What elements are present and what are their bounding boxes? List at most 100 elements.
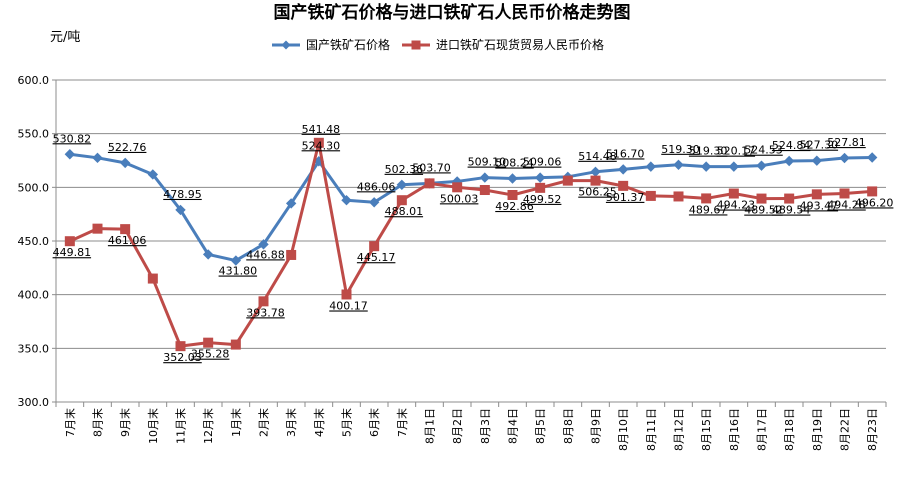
data-label: 494.28: [827, 198, 866, 211]
data-label: 506.25: [578, 186, 617, 199]
series-2-point: [64, 236, 75, 247]
data-label: 502.36: [385, 163, 424, 176]
data-label: 527.30: [800, 139, 839, 152]
series-2-point: [535, 182, 546, 193]
series-2-point: [203, 337, 214, 348]
data-label: 445.17: [357, 251, 396, 264]
series-2-point: [341, 289, 352, 300]
legend-label-1: 国产铁矿石价格: [306, 37, 390, 52]
series-2-point: [839, 188, 850, 199]
data-label: 493.47: [800, 199, 839, 212]
chart-title: 国产铁矿石价格与进口铁矿石人民币价格走势图: [274, 2, 631, 23]
series-2-point: [147, 273, 158, 284]
data-label: 519.30: [689, 145, 728, 158]
series-2-point: [645, 190, 656, 201]
series-1-point: [728, 161, 740, 172]
data-label: 541.48: [302, 123, 341, 136]
plot-area: [64, 137, 878, 352]
series-2-point: [175, 341, 186, 352]
y-tick-label: 500.0: [18, 181, 50, 194]
series-1-point: [811, 155, 823, 166]
x-tick-label: 8月22日: [839, 408, 852, 451]
series-2-point: [562, 175, 573, 186]
series-1-point: [534, 172, 546, 183]
data-label: 527.81: [827, 136, 866, 149]
x-tick-label: 6月末: [367, 408, 381, 437]
series-2-point: [258, 296, 269, 307]
legend-marker-2: [411, 40, 421, 50]
legend: 国产铁矿石价格 进口铁矿石现货贸易人民币价格: [272, 37, 604, 52]
series-2-point: [369, 241, 380, 252]
data-label: 509.10: [468, 156, 507, 169]
series-2-point: [507, 189, 518, 200]
series-1-point: [783, 155, 795, 167]
x-tick-label: 5月末: [340, 408, 354, 437]
data-label: 522.76: [108, 141, 147, 154]
series-2-point: [728, 188, 739, 199]
x-tick-label: 7月末: [395, 408, 409, 437]
series-1-point: [147, 169, 159, 180]
series-2-point: [618, 180, 629, 191]
data-label: 500.03: [440, 192, 479, 205]
series-2-point: [92, 223, 103, 234]
data-label: 486.06: [357, 180, 396, 193]
axes: 300.0 350.0 400.0 450.0 500.0 550.0 600.0 7月末 8月…: [18, 74, 887, 451]
data-label: 489.54: [772, 204, 811, 217]
series-1-point: [700, 161, 712, 172]
series-1-point: [673, 159, 684, 171]
series-2-point: [452, 182, 463, 193]
x-tick-label: 9月末: [118, 408, 132, 437]
data-label: 524.84: [772, 139, 811, 152]
series-2-point: [590, 175, 601, 186]
x-tick-label: 8月2日: [451, 408, 464, 444]
x-tick-label: 8月17日: [756, 408, 769, 451]
data-label: 489.67: [689, 203, 728, 216]
y-axis-label: 元/吨: [50, 30, 80, 45]
data-label: 519.30: [661, 143, 700, 156]
data-label: 489.52: [744, 204, 783, 217]
x-tick-label: 8月5日: [534, 408, 547, 444]
series-1-point: [230, 255, 242, 266]
series-1-point: [341, 195, 352, 206]
series-1-point: [119, 157, 131, 169]
data-label: 446.88: [246, 248, 285, 261]
series-2-point: [673, 191, 684, 202]
series-2-point: [120, 224, 131, 235]
legend-label-2: 进口铁矿石现货贸易人民币价格: [436, 37, 604, 52]
data-label: 508.24: [495, 156, 534, 169]
y-tick-label: 400.0: [18, 289, 50, 302]
data-labels: 530.82 522.76 478.95 431.80 446.88 524.30 486.…: [53, 123, 894, 364]
data-label: 516.70: [606, 147, 645, 160]
y-tick-label: 450.0: [18, 235, 50, 248]
x-tick-label: 8月23日: [866, 408, 879, 451]
series-1-point: [617, 164, 629, 175]
y-tick-label: 550.0: [18, 128, 50, 141]
x-tick-label: 11月末: [174, 408, 188, 444]
series-2-point: [396, 195, 407, 206]
x-tick-label: 8月3日: [479, 408, 492, 444]
series-1-point: [507, 173, 518, 184]
data-label: 449.81: [53, 246, 92, 259]
x-tick-label: 8月16日: [728, 408, 741, 451]
series-line-2: [69, 141, 873, 348]
series-1-point: [285, 198, 297, 209]
x-tick-label: 8月15日: [700, 408, 713, 451]
data-label: 524.53: [744, 144, 783, 157]
series-1-point: [756, 160, 767, 171]
data-label: 352.03: [163, 351, 202, 364]
data-label: 530.82: [53, 132, 92, 145]
series-2-point: [424, 178, 435, 189]
data-label: 496.20: [855, 196, 894, 209]
series-1-point: [92, 152, 103, 164]
series-2-point: [784, 193, 795, 204]
x-tick-label: 8月末: [91, 408, 105, 437]
x-tick-label: 8月10日: [617, 408, 630, 451]
data-label: 501.37: [606, 191, 645, 204]
series-2-point: [286, 249, 297, 260]
y-tick-label: 600.0: [18, 74, 50, 87]
data-label: 393.78: [246, 306, 285, 319]
x-tick-label: 3月末: [284, 408, 298, 437]
x-tick-label: 8月4日: [507, 408, 520, 444]
series-1-point: [368, 197, 380, 208]
